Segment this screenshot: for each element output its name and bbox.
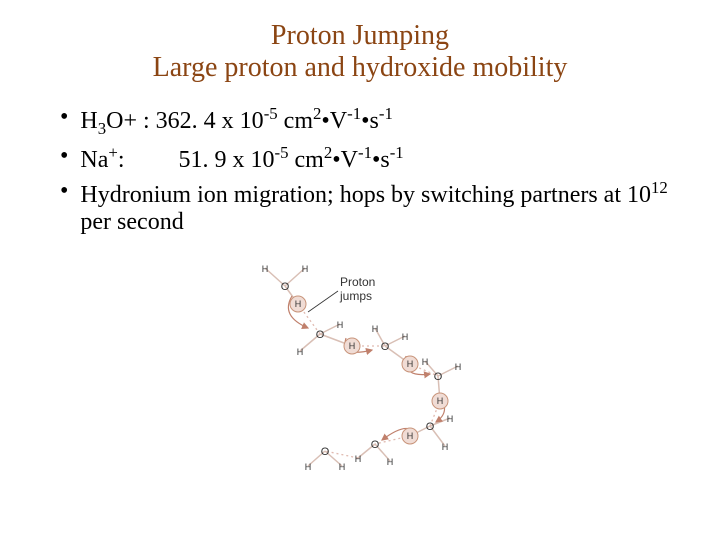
svg-text:H: H <box>337 320 344 330</box>
bullet-mark: • <box>60 104 80 139</box>
svg-text:H: H <box>295 299 302 309</box>
svg-text:O: O <box>381 341 390 353</box>
title-line-1: Proton Jumping <box>100 20 620 52</box>
svg-text:H: H <box>387 457 394 467</box>
svg-text:O: O <box>321 446 330 458</box>
bullet-text: Hydronium ion migration; hops by switchi… <box>80 178 680 236</box>
proton-jump-diagram: OHHHOHHHOHHHOHHHOHHHOHHOHHProtonjumps <box>230 246 490 486</box>
svg-text:H: H <box>437 396 444 406</box>
svg-text:O: O <box>281 281 290 293</box>
svg-text:H: H <box>302 264 309 274</box>
svg-text:Proton: Proton <box>340 275 375 289</box>
svg-text:H: H <box>447 414 454 424</box>
svg-text:O: O <box>434 371 443 383</box>
svg-text:O: O <box>371 439 380 451</box>
svg-text:H: H <box>355 454 362 464</box>
svg-text:H: H <box>305 462 312 472</box>
svg-text:H: H <box>442 442 449 452</box>
bullet-item: • Na+: 51. 9 x 10-5 cm2•V-1•s-1 <box>60 143 680 174</box>
svg-text:O: O <box>426 421 435 433</box>
svg-text:H: H <box>422 357 429 367</box>
svg-text:O: O <box>316 329 325 341</box>
svg-text:H: H <box>339 462 346 472</box>
bullet-text: H3O+ : 362. 4 x 10-5 cm2•V-1•s-1 <box>80 104 680 139</box>
bullet-item: • H3O+ : 362. 4 x 10-5 cm2•V-1•s-1 <box>60 104 680 139</box>
title-line-2: Large proton and hydroxide mobility <box>100 52 620 84</box>
svg-text:H: H <box>407 431 414 441</box>
svg-text:jumps: jumps <box>339 289 372 303</box>
svg-text:H: H <box>372 324 379 334</box>
svg-text:H: H <box>262 264 269 274</box>
svg-text:H: H <box>402 332 409 342</box>
bullet-mark: • <box>60 143 80 174</box>
bullet-mark: • <box>60 178 80 236</box>
svg-text:H: H <box>349 341 356 351</box>
svg-text:H: H <box>407 359 414 369</box>
bullet-item: • Hydronium ion migration; hops by switc… <box>60 178 680 236</box>
svg-text:H: H <box>455 362 462 372</box>
bullet-list: • H3O+ : 362. 4 x 10-5 cm2•V-1•s-1 • Na+… <box>40 104 680 236</box>
svg-text:H: H <box>297 347 304 357</box>
bullet-text: Na+: 51. 9 x 10-5 cm2•V-1•s-1 <box>80 143 680 174</box>
